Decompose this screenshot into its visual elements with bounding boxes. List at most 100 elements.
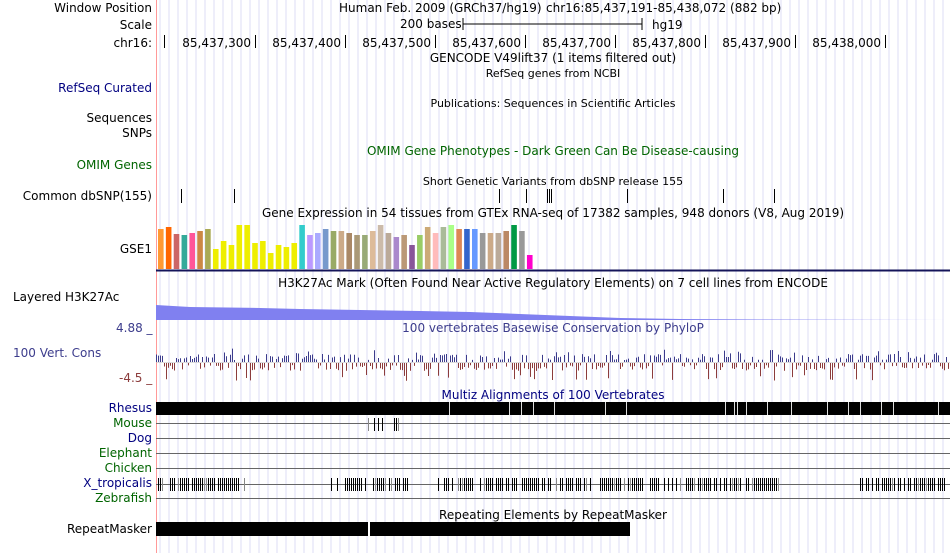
alignment-base bbox=[636, 478, 637, 491]
omim-track-label[interactable]: OMIM Genes bbox=[76, 158, 152, 172]
refseq-track-title[interactable]: RefSeq genes from NCBI bbox=[485, 67, 621, 80]
ruler-tick-label: 85,437,600 bbox=[452, 36, 521, 50]
alignment-base bbox=[612, 478, 613, 491]
alignment-base bbox=[676, 478, 677, 491]
alignment-base bbox=[702, 478, 703, 491]
alignment-gap bbox=[881, 402, 882, 415]
alignment-base bbox=[228, 478, 229, 491]
alignment-base bbox=[652, 478, 653, 491]
multiz-species-label[interactable]: Elephant bbox=[98, 446, 152, 460]
alignment-base bbox=[391, 478, 392, 491]
phylop-track-label[interactable]: 100 Vert. Cons bbox=[13, 346, 102, 360]
alignment-base bbox=[894, 478, 895, 491]
alignment-base bbox=[174, 478, 175, 491]
alignment-base bbox=[586, 478, 587, 491]
alignment-base bbox=[162, 478, 163, 491]
multiz-species-label[interactable]: Zebrafish bbox=[95, 491, 152, 505]
alignment-base bbox=[397, 478, 398, 491]
alignment-base bbox=[538, 478, 539, 491]
alignment-base bbox=[178, 478, 179, 491]
refseq-track-label[interactable]: RefSeq Curated bbox=[58, 81, 152, 95]
multiz-track-title[interactable]: Multiz Alignments of 100 Vertebrates bbox=[441, 388, 665, 402]
alignment-base bbox=[490, 478, 491, 491]
alignment-base bbox=[395, 478, 396, 491]
dbsnp-track-label[interactable]: Common dbSNP(155) bbox=[22, 189, 152, 203]
alignment-base bbox=[472, 478, 473, 491]
gtex-track-label[interactable]: GSE1 bbox=[119, 242, 152, 256]
multiz-species-label[interactable]: Mouse bbox=[113, 416, 152, 430]
alignment-base bbox=[220, 478, 221, 491]
alignment-base bbox=[345, 478, 346, 491]
alignment-base bbox=[394, 418, 395, 431]
alignment-base bbox=[614, 478, 615, 491]
alignment-base bbox=[634, 478, 635, 491]
gtex-tissue-bar bbox=[424, 227, 431, 269]
alignment-gap bbox=[860, 402, 861, 415]
sequences-track-label[interactable]: Sequences bbox=[86, 111, 152, 125]
alignment-base bbox=[534, 478, 535, 491]
alignment-gap bbox=[734, 402, 735, 415]
alignment-base bbox=[226, 478, 227, 491]
alignment-base bbox=[444, 478, 445, 491]
alignment-base bbox=[578, 478, 579, 491]
snps-track-label[interactable]: SNPs bbox=[122, 126, 152, 140]
scale-db: hg19 bbox=[652, 18, 683, 32]
alignment-base bbox=[892, 478, 893, 491]
publications-track-title[interactable]: Publications: Sequences in Scientific Ar… bbox=[430, 97, 676, 110]
alignment-base bbox=[232, 478, 233, 491]
ruler-tick-label: 85,438,000 bbox=[812, 36, 881, 50]
omim-track-title[interactable]: OMIM Gene Phenotypes - Dark Green Can Be… bbox=[366, 144, 740, 158]
multiz-species-label[interactable]: Dog bbox=[127, 431, 152, 445]
alignment-base bbox=[656, 478, 657, 491]
alignment-base bbox=[762, 478, 763, 491]
gtex-track-title[interactable]: Gene Expression in 54 tissues from GTEx … bbox=[261, 206, 845, 220]
alignment-base bbox=[548, 478, 549, 491]
ruler-tick-label: 85,437,300 bbox=[182, 36, 251, 50]
alignment-base bbox=[357, 478, 358, 491]
gtex-tissue-bar bbox=[275, 245, 282, 269]
alignment-base bbox=[602, 478, 603, 491]
alignment-base bbox=[349, 478, 350, 491]
alignment-base bbox=[882, 478, 883, 491]
alignment-base bbox=[566, 478, 567, 491]
alignment-base bbox=[460, 478, 461, 491]
repeatmasker-track-label[interactable]: RepeatMasker bbox=[66, 522, 152, 536]
h3k27ac-track-label[interactable]: Layered H3K27Ac bbox=[13, 290, 120, 304]
alignment-base bbox=[234, 478, 235, 491]
phylop-track-title[interactable]: 100 vertebrates Basewise Conservation by… bbox=[402, 321, 704, 335]
gtex-tissue-bar bbox=[307, 235, 313, 269]
alignment-base bbox=[600, 478, 601, 491]
alignment-base bbox=[776, 478, 777, 491]
gtex-tissue-bar bbox=[330, 231, 337, 269]
phylop-max-label: 4.88 _ bbox=[116, 321, 153, 335]
gencode-track-title[interactable]: GENCODE V49lift37 (1 items filtered out) bbox=[429, 51, 677, 65]
alignment-base bbox=[458, 478, 459, 491]
alignment-base bbox=[186, 478, 187, 491]
gtex-tissue-bar bbox=[181, 235, 188, 269]
alignment-base bbox=[884, 478, 885, 491]
alignment-base bbox=[942, 478, 943, 491]
alignment-gap bbox=[791, 402, 792, 415]
ruler-tick-label: 85,437,800 bbox=[632, 36, 701, 50]
alignment-base bbox=[618, 478, 619, 491]
alignment-base bbox=[464, 478, 465, 491]
multiz-species-label[interactable]: X_tropicalis bbox=[83, 476, 152, 490]
gtex-tissue-bar bbox=[197, 231, 203, 269]
alignment-base bbox=[214, 478, 215, 491]
dbsnp-track-title[interactable]: Short Genetic Variants from dbSNP releas… bbox=[422, 175, 684, 188]
gtex-tissue-bar bbox=[165, 227, 172, 269]
multiz-species-label[interactable]: Rhesus bbox=[108, 401, 152, 415]
repeatmasker-track-title[interactable]: Repeating Elements by RepeatMasker bbox=[439, 508, 667, 522]
alignment-base bbox=[732, 478, 733, 491]
alignment-base bbox=[378, 418, 379, 431]
alignment-base bbox=[568, 478, 569, 491]
gtex-tissue-bar bbox=[189, 233, 195, 269]
multiz-species-label[interactable]: Chicken bbox=[104, 461, 152, 475]
h3k27ac-track-title[interactable]: H3K27Ac Mark (Often Found Near Active Re… bbox=[278, 276, 828, 290]
alignment-base bbox=[560, 478, 561, 491]
alignment-base bbox=[353, 478, 354, 491]
alignment-base bbox=[486, 478, 487, 491]
alignment-base bbox=[862, 478, 863, 491]
alignment-base bbox=[888, 478, 889, 491]
alignment-base bbox=[914, 478, 915, 491]
